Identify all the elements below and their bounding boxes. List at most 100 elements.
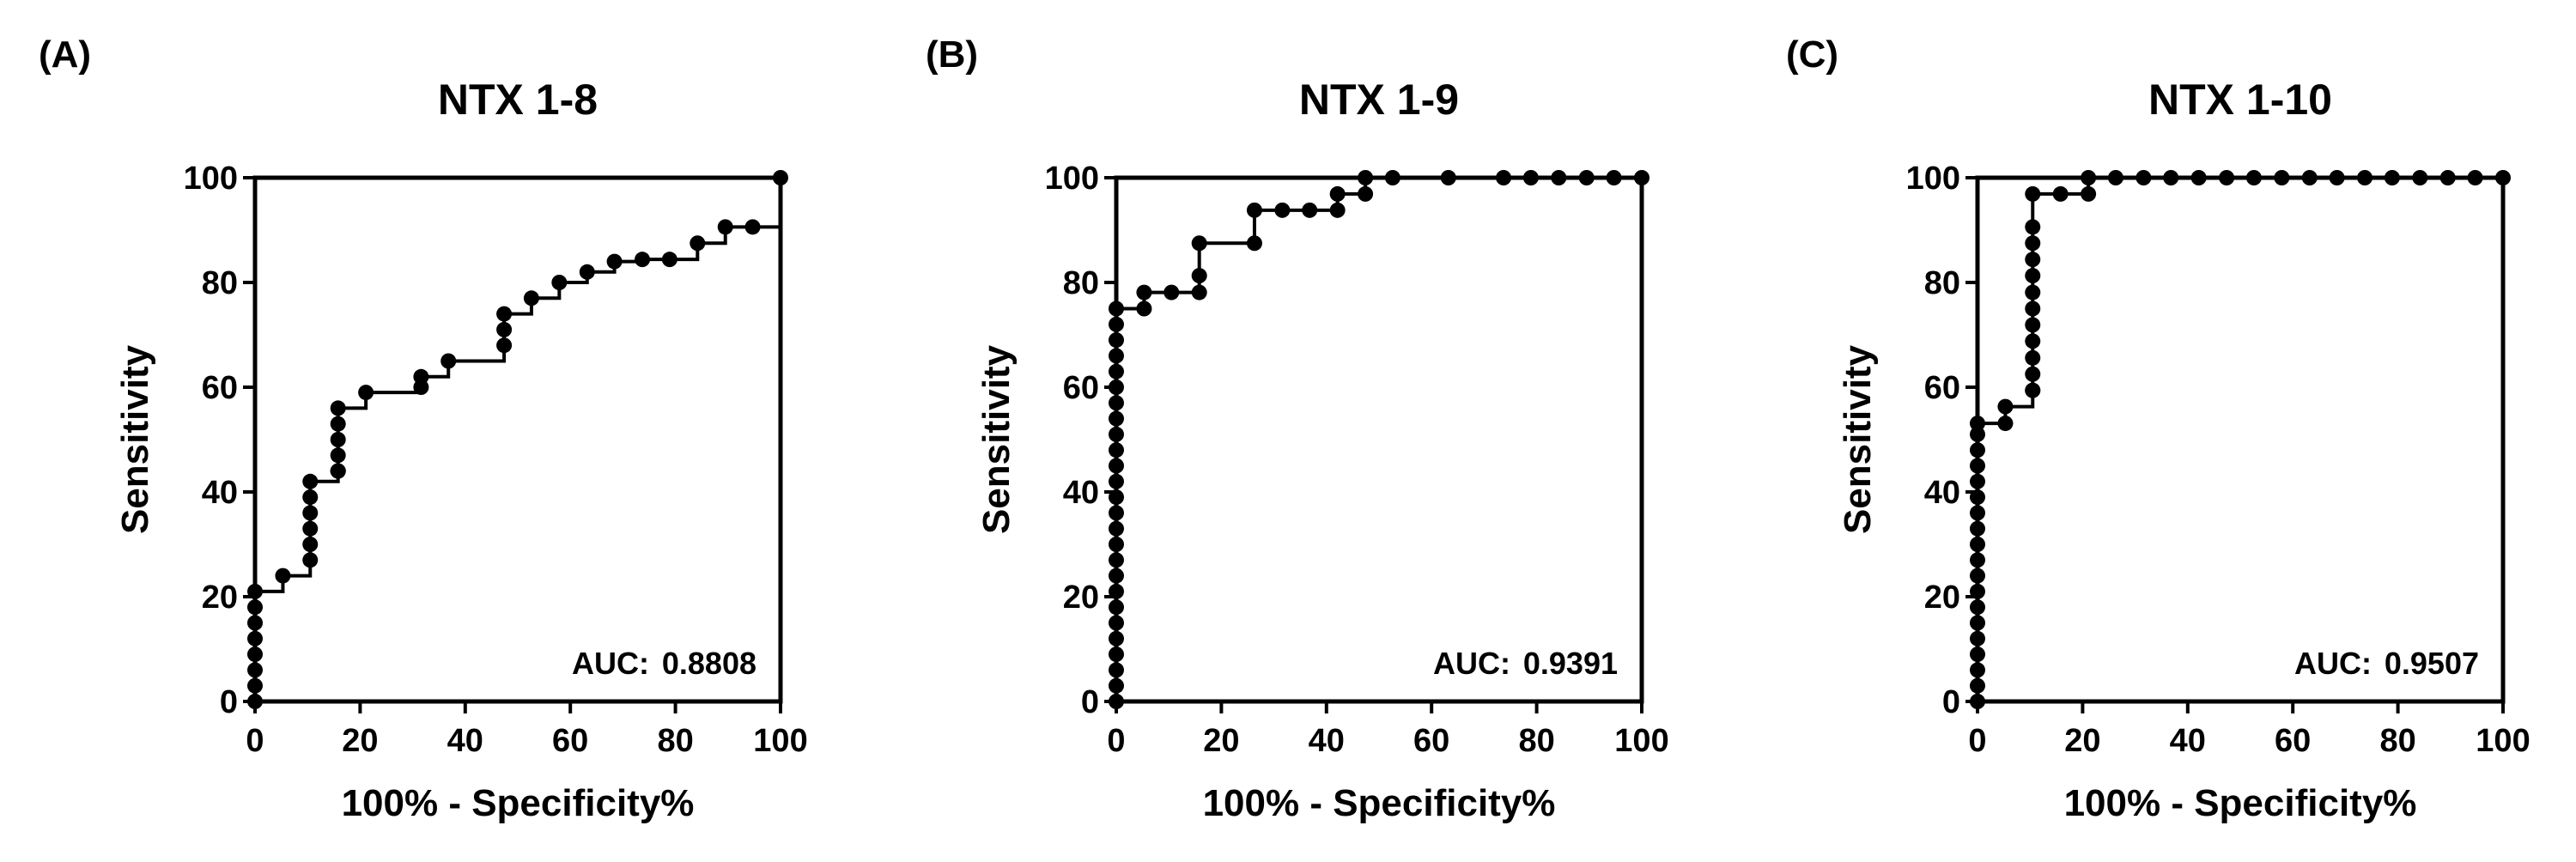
roc-point [247, 662, 263, 678]
x-tick-label: 100 [753, 723, 807, 759]
x-tick-label: 40 [2170, 723, 2206, 759]
y-tick-label: 20 [1063, 580, 1099, 616]
x-tick-label: 20 [1203, 723, 1239, 759]
roc-point [1274, 202, 1291, 218]
roc-point [1109, 395, 1124, 411]
roc-point [1522, 170, 1539, 185]
roc-point [2219, 170, 2235, 185]
roc-point [247, 694, 263, 709]
roc-point [744, 219, 761, 235]
roc-point [2190, 170, 2207, 185]
x-tick-label: 100 [1614, 723, 1668, 759]
roc-point [330, 432, 346, 447]
x-tick-label: 20 [342, 723, 378, 759]
roc-point [1440, 170, 1456, 185]
roc-point [1109, 615, 1124, 631]
roc-point [523, 290, 539, 307]
roc-point [1109, 473, 1124, 489]
roc-point [2439, 170, 2456, 185]
roc-point [2245, 170, 2262, 185]
roc-point [1136, 300, 1152, 317]
roc-point [1109, 599, 1124, 616]
x-tick-label: 40 [1309, 723, 1345, 759]
roc-point [2025, 300, 2041, 317]
roc-point [1191, 235, 1207, 252]
y-tick-label: 100 [184, 161, 238, 197]
roc-point [635, 252, 651, 268]
roc-point [2025, 185, 2041, 202]
y-tick-label: 80 [1063, 265, 1099, 301]
roc-point [440, 353, 457, 369]
roc-point [247, 583, 263, 599]
roc-point [496, 306, 513, 322]
roc-point [1109, 489, 1124, 506]
roc-point [1970, 489, 1985, 506]
x-tick-label: 60 [1413, 723, 1449, 759]
roc-point [1358, 185, 1374, 202]
roc-point [330, 400, 346, 416]
roc-point [247, 599, 263, 616]
x-tick-label: 100 [2476, 723, 2530, 759]
roc-point [1109, 348, 1124, 364]
panel-letter: (B) [926, 33, 978, 76]
roc-point [413, 368, 429, 385]
roc-point [1970, 552, 1985, 568]
roc-point [1970, 615, 1985, 631]
x-tick-label: 40 [447, 723, 483, 759]
roc-point [2136, 170, 2152, 185]
roc-point [1970, 583, 1985, 599]
roc-point [1970, 662, 1985, 678]
y-tick-label: 0 [220, 684, 238, 720]
roc-point [330, 463, 346, 479]
roc-point [2301, 170, 2318, 185]
roc-point [1970, 505, 1985, 521]
roc-point [247, 646, 263, 663]
y-tick-label: 60 [202, 370, 238, 406]
auc-label: AUC: [2294, 646, 2372, 681]
x-tick-label: 0 [1968, 723, 1986, 759]
roc-point [1246, 202, 1262, 218]
x-tick-label: 0 [1107, 723, 1125, 759]
roc-point [1109, 426, 1124, 442]
roc-point [2412, 170, 2428, 185]
roc-point [302, 552, 319, 568]
roc-point [2052, 185, 2069, 202]
x-tick-label: 80 [2379, 723, 2415, 759]
roc-point [1578, 170, 1595, 185]
chart-title: NTX 1-8 [438, 76, 598, 124]
roc-point [247, 677, 263, 694]
roc-point [302, 537, 319, 552]
roc-point [1163, 284, 1180, 300]
roc-point [275, 568, 291, 584]
roc-point [773, 170, 788, 185]
y-tick-label: 60 [1063, 370, 1099, 406]
roc-point [247, 630, 263, 646]
roc-point [358, 385, 374, 401]
roc-panel-b: (B) NTX 1-9 0 20 40 60 80 100 0 20 40 60 80 100 100% -… [926, 33, 1669, 824]
roc-point [1997, 398, 2014, 415]
roc-point [1109, 583, 1124, 599]
roc-point [1970, 568, 1985, 584]
roc-point [1109, 300, 1124, 317]
roc-point [1970, 646, 1985, 663]
roc-point [302, 505, 319, 521]
roc-point [2025, 333, 2041, 349]
roc-point [551, 275, 568, 290]
y-tick-label: 20 [1924, 580, 1960, 616]
roc-point [1970, 473, 1985, 489]
roc-point [2163, 170, 2179, 185]
x-tick-label: 0 [246, 723, 264, 759]
roc-point [1970, 694, 1985, 709]
roc-point [2025, 268, 2041, 284]
roc-point [1302, 202, 1318, 218]
x-axis-label: 100% - Specificity% [2064, 782, 2417, 824]
y-tick-label: 40 [1924, 475, 1960, 511]
roc-point [1970, 537, 1985, 552]
x-tick-label: 20 [2064, 723, 2100, 759]
roc-point [1634, 170, 1649, 185]
auc-label: AUC: [1433, 646, 1510, 681]
roc-point [2107, 170, 2123, 185]
roc-point [1329, 202, 1346, 218]
roc-point [1109, 630, 1124, 646]
roc-point [330, 447, 346, 464]
